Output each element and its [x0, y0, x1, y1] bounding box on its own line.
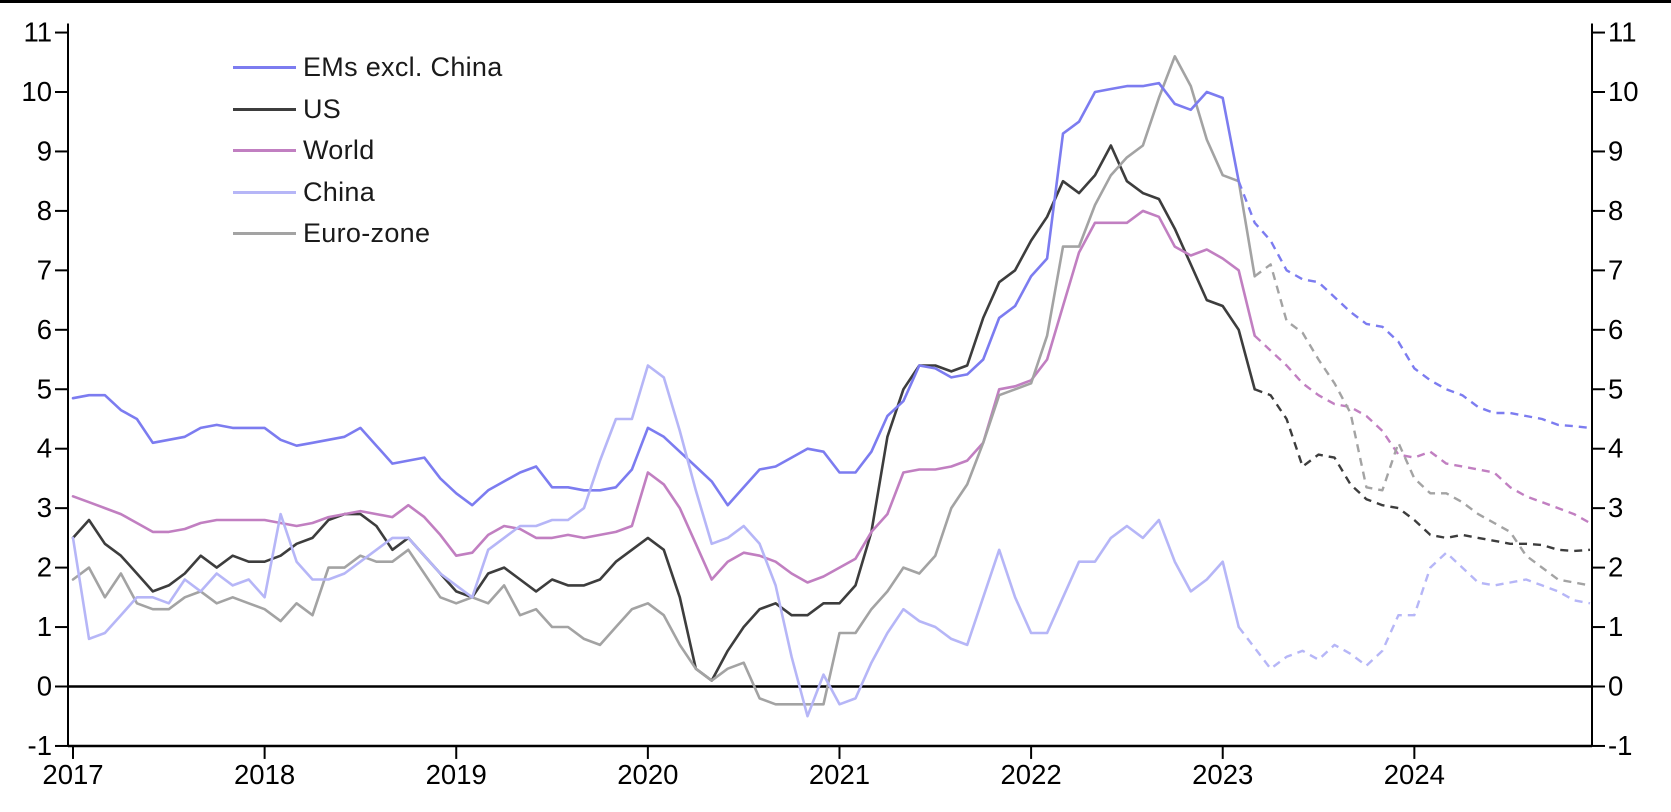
y-axis-tick-label-right: 7 [1608, 254, 1623, 285]
y-axis-tick-label-left: 7 [37, 254, 52, 285]
legend-line-swatch-ems-excl-china [233, 66, 296, 70]
y-axis-tick-label-left: 11 [23, 17, 52, 48]
legend-line-swatch-china [233, 190, 296, 194]
legend-line-swatch-euro-zone [233, 232, 296, 236]
y-axis-tick-label-left: 0 [37, 671, 52, 702]
legend-label-euro-zone: Euro-zone [303, 218, 431, 249]
y-axis-tick-label-right: -1 [1608, 730, 1632, 761]
y-axis-tick-label-left: 4 [37, 433, 52, 464]
y-axis-tick-label-right: 9 [1608, 135, 1623, 166]
legend-item-china: China [233, 172, 503, 214]
y-axis-tick-label-right: 3 [1608, 492, 1623, 523]
top-border-line [0, 0, 1671, 3]
x-axis-tick-label: 2019 [426, 759, 487, 790]
legend-item-world: World [233, 130, 503, 172]
y-axis-tick-label-right: 4 [1608, 433, 1623, 464]
series-line-forecast-china [1237, 551, 1591, 670]
x-axis-tick-label: 2021 [809, 759, 870, 790]
y-axis-tick-label-left: 2 [37, 552, 52, 583]
series-line-actual-us [71, 144, 1256, 682]
y-axis-tick-label-left: -1 [28, 730, 52, 761]
y-axis-tick-label-right: 6 [1608, 314, 1623, 345]
x-axis-tick-label: 2017 [42, 759, 103, 790]
legend-line-swatch-world [233, 149, 296, 153]
x-axis-tick-label: 2023 [1192, 759, 1253, 790]
legend-line-swatch-us [233, 107, 296, 111]
series-line-forecast-euro-zone [1253, 263, 1591, 587]
legend-item-euro-zone: Euro-zone [233, 213, 503, 255]
x-axis-tick-label: 2020 [617, 759, 678, 790]
y-axis-tick-label-right: 5 [1608, 373, 1623, 404]
y-axis-tick-label-left: 6 [37, 314, 52, 345]
legend: EMs excl. China US World China Euro-zone [233, 47, 503, 255]
y-axis-tick-label-left: 9 [37, 135, 52, 166]
x-axis-tick-label: 2022 [1001, 759, 1062, 790]
x-axis-tick-label: 2018 [234, 759, 295, 790]
y-axis-tick-label-right: 0 [1608, 671, 1623, 702]
legend-label-world: World [303, 135, 375, 166]
series-line-actual-world [71, 209, 1256, 584]
series-line-forecast-us [1254, 388, 1591, 553]
y-axis-tick-label-right: 1 [1608, 611, 1623, 642]
y-axis-tick-label-right: 2 [1608, 552, 1623, 583]
legend-item-ems-excl-china: EMs excl. China [233, 47, 503, 89]
legend-label-china: China [303, 176, 376, 207]
legend-item-us: US [233, 89, 503, 131]
y-axis-tick-label-right: 10 [1608, 76, 1639, 107]
series-line-forecast-ems-excl-china [1237, 180, 1591, 430]
y-axis-tick-label-left: 5 [37, 373, 52, 404]
x-axis-tick-label: 2024 [1384, 759, 1445, 790]
series-line-actual-euro-zone [71, 54, 1256, 706]
series-line-actual-china [71, 364, 1240, 718]
y-axis-tick-label-left: 10 [21, 76, 52, 107]
legend-label-us: US [303, 93, 342, 124]
y-axis-tick-label-left: 3 [37, 492, 52, 523]
y-axis-tick-label-right: 11 [1608, 17, 1637, 48]
y-axis-tick-label-left: 1 [37, 611, 52, 642]
y-axis-tick-label-left: 8 [37, 195, 52, 226]
y-axis-tick-label-right: 8 [1608, 195, 1623, 226]
series-line-actual-ems-excl-china [71, 81, 1240, 507]
series-line-forecast-world [1253, 334, 1591, 525]
legend-label-ems-excl-china: EMs excl. China [303, 52, 503, 83]
